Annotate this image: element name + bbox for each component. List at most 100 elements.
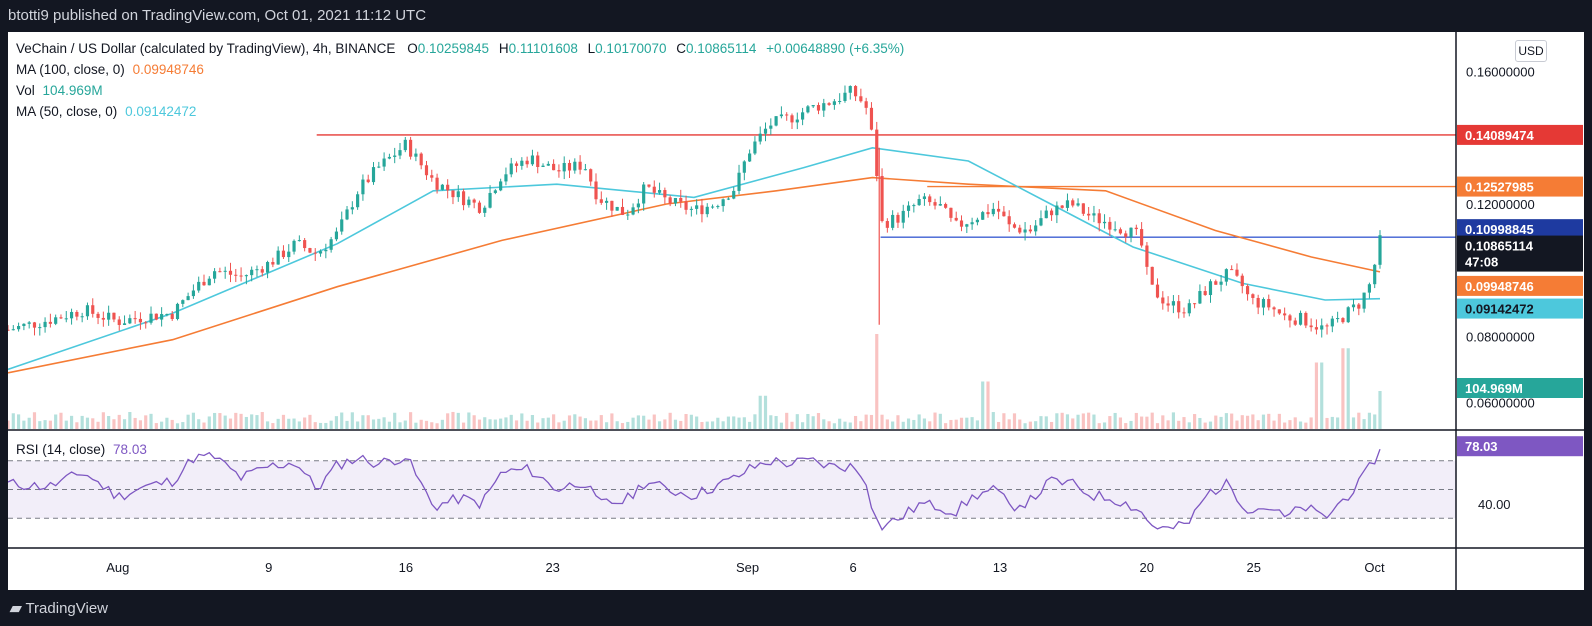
volume-bar	[197, 419, 201, 429]
candle-body	[700, 205, 704, 215]
candle-body	[1240, 275, 1244, 287]
orange-level-tag-bg	[1457, 176, 1583, 197]
volume-bar	[218, 413, 222, 429]
candle-body	[753, 141, 757, 154]
volume-bar	[181, 422, 185, 429]
candle-body	[244, 275, 248, 277]
volume-bar	[1124, 423, 1128, 429]
support-tag-text: 0.10998845	[1465, 222, 1534, 237]
moving-averages	[8, 146, 1381, 374]
volume-bar	[446, 413, 450, 429]
volume-bar	[1102, 422, 1107, 429]
candle-body	[1108, 221, 1112, 230]
candle-body	[48, 321, 52, 324]
candle-body	[631, 207, 635, 215]
candle-body	[22, 323, 26, 327]
candle-body	[154, 313, 158, 320]
tradingview-logo[interactable]: ▰ TradingView	[10, 599, 108, 617]
candle-body	[149, 313, 153, 323]
time-tick-label: 20	[1140, 560, 1154, 575]
ma50-line	[8, 146, 1381, 371]
volume-bar	[1171, 412, 1175, 429]
resistance-tag-bg	[1457, 124, 1583, 145]
candle-body	[520, 160, 524, 166]
ma50-label: MA (50, close, 0)	[16, 104, 118, 119]
candle-body	[260, 269, 264, 273]
volume-bar	[965, 417, 969, 429]
candle-body	[965, 224, 969, 227]
volume-bar	[917, 414, 921, 429]
candle-body	[440, 184, 444, 190]
volume-tag-bg	[1457, 378, 1583, 398]
candle-body	[583, 169, 587, 171]
candle-body	[334, 231, 339, 240]
volume-bar	[260, 412, 264, 429]
volume-bar	[43, 420, 47, 429]
legend-ma100[interactable]: MA (100, close, 0) 0.09948746	[16, 62, 204, 77]
volume-bar	[1028, 421, 1032, 429]
volume-bar	[414, 422, 418, 429]
volume-bar	[234, 412, 238, 429]
candle-body	[1002, 211, 1006, 217]
volume-bar	[578, 416, 582, 429]
volume-bar	[292, 418, 296, 429]
volume-bar	[631, 417, 635, 429]
rsi-line	[8, 448, 1381, 531]
volume-bar	[1018, 419, 1022, 429]
volume-bar	[944, 423, 948, 429]
candle-body	[350, 207, 354, 210]
candle-body	[933, 202, 937, 206]
candle-body	[1177, 301, 1181, 313]
currency-button[interactable]: USD	[1515, 40, 1547, 62]
publish-header: btotti9 published on TradingView.com, Oc…	[0, 0, 1592, 32]
volume-bar	[1256, 420, 1260, 429]
candle-body	[424, 165, 429, 176]
volume-tag-text: 104.969M	[1465, 381, 1523, 396]
volume-bar	[22, 420, 26, 429]
legend-rsi[interactable]: RSI (14, close) 78.03	[16, 442, 147, 457]
candles	[8, 85, 1382, 338]
volume-bar	[832, 423, 836, 429]
volume-bar	[710, 421, 715, 429]
candle-body	[144, 322, 148, 324]
volume-bar	[806, 413, 810, 429]
candle-body	[1023, 229, 1027, 233]
candle-body	[324, 249, 328, 252]
candle-body	[64, 318, 68, 320]
volume-bar	[589, 420, 593, 429]
candle-body	[1007, 216, 1011, 225]
candle-body	[1044, 210, 1048, 219]
legend-ma50[interactable]: MA (50, close, 0) 0.09142472	[16, 104, 196, 119]
volume-bar	[456, 412, 460, 429]
volume-bar	[1261, 414, 1266, 429]
volume-bar	[340, 412, 344, 429]
volume-bar	[96, 421, 100, 429]
legend-volume[interactable]: Vol 104.969M	[16, 83, 103, 98]
candle-body	[69, 311, 74, 319]
candle-body	[461, 191, 466, 206]
candle-body	[80, 316, 84, 318]
candle-body	[1341, 318, 1345, 323]
volume-bar	[1320, 362, 1324, 429]
candle-body	[59, 317, 63, 319]
candle-body	[838, 100, 842, 102]
price-chart-svg[interactable]: 0.16000000 0.12000000 0.08000000 0.06000000…	[8, 32, 1584, 590]
candle-body	[1208, 281, 1213, 296]
candle-body	[483, 207, 487, 213]
volume-bar	[801, 422, 805, 429]
candle-body	[843, 92, 847, 101]
candle-body	[620, 206, 625, 215]
volume-bar	[1023, 423, 1027, 429]
volume-bar	[928, 421, 932, 429]
volume-bar	[32, 412, 37, 429]
volume-bar	[228, 418, 233, 429]
candle-body	[1081, 203, 1085, 214]
volume-bar	[170, 419, 174, 429]
chart-frame: 0.16000000 0.12000000 0.08000000 0.06000000…	[8, 32, 1584, 590]
symbol-title[interactable]: VeChain / US Dollar (calculated by Tradi…	[16, 41, 396, 56]
low-label: L	[587, 41, 596, 56]
volume-bar	[1346, 348, 1350, 429]
volume-bar	[1182, 417, 1186, 429]
candle-body	[679, 197, 683, 202]
volume-bar	[1203, 422, 1207, 429]
